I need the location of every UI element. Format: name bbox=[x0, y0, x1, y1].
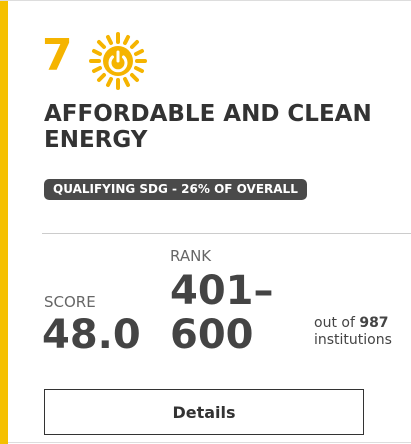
badge: QUALIFYING SDG - 26% OF OVERALL bbox=[44, 179, 307, 200]
out-of: out of 987 institutions bbox=[314, 315, 392, 349]
goal-number: 7 bbox=[42, 30, 73, 81]
accent-bar bbox=[0, 1, 8, 444]
details-button[interactable]: Details bbox=[44, 389, 364, 435]
total-count: 987 bbox=[359, 315, 389, 331]
rank-value: 401–600 bbox=[170, 268, 274, 358]
score-value: 48.0 bbox=[42, 312, 141, 358]
rank-label: RANK bbox=[170, 247, 212, 265]
sun-icon bbox=[89, 32, 147, 90]
divider bbox=[42, 233, 411, 234]
out-of-suffix: institutions bbox=[314, 332, 392, 348]
card-title: AFFORDABLE AND CLEAN ENERGY bbox=[44, 101, 372, 153]
out-of-prefix: out of bbox=[314, 315, 355, 331]
score-label: SCORE bbox=[44, 293, 96, 311]
